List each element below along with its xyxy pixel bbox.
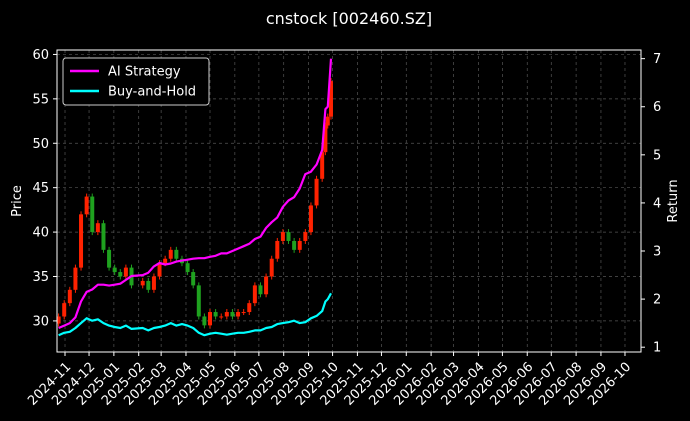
candle-body	[323, 125, 328, 153]
candle-body	[84, 196, 89, 215]
candle-body	[236, 312, 241, 317]
candle-body	[62, 303, 67, 317]
right-tick-label: 1	[653, 341, 661, 356]
legend-box	[62, 57, 210, 106]
candle-body	[264, 276, 269, 295]
plot-frame	[56, 49, 642, 353]
line-layer	[58, 58, 333, 337]
candle-body	[112, 267, 117, 273]
right-y-axis: 1 2 3 4 5 6 7	[641, 52, 661, 356]
candle-body	[101, 223, 106, 250]
candle-body	[202, 316, 207, 326]
candle-body	[224, 312, 229, 317]
candle-body	[185, 263, 190, 273]
left-tick-label: 30	[32, 314, 49, 329]
candle-body	[95, 223, 100, 233]
candle-layer	[56, 78, 333, 329]
candle-body	[56, 316, 61, 324]
candle-body	[269, 258, 274, 277]
candle-body	[325, 116, 330, 126]
candle-body	[73, 267, 78, 290]
candle-body	[79, 214, 84, 268]
candle-body	[303, 232, 308, 241]
candle-body	[123, 267, 128, 277]
left-tick-label: 35	[32, 270, 49, 285]
left-tick-label: 40	[32, 226, 49, 241]
candle-body	[241, 312, 246, 314]
right-tick-label: 7	[653, 52, 661, 67]
candle-body	[151, 276, 156, 290]
left-tick-label: 60	[32, 48, 49, 63]
right-tick-label: 2	[653, 293, 661, 308]
right-tick-label: 3	[653, 245, 661, 260]
right-axis-label: Return	[666, 179, 681, 222]
candle-body	[247, 303, 252, 313]
candle-body	[297, 240, 302, 250]
right-tick-label: 4	[653, 196, 661, 211]
candle-body	[292, 240, 297, 250]
right-tick-label: 6	[653, 100, 661, 115]
candle-body	[191, 272, 196, 286]
candle-body	[146, 280, 151, 290]
candle-body	[67, 289, 72, 304]
buy-and-hold-line	[58, 292, 332, 337]
left-tick-label: 55	[32, 92, 49, 107]
candle-body	[208, 312, 213, 326]
candle-body	[308, 205, 313, 233]
ai-strategy-line	[58, 58, 333, 330]
candle-body	[275, 240, 280, 259]
left-axis-label: Price	[10, 185, 25, 217]
legend: AI Strategy Buy-and-Hold	[62, 57, 210, 106]
right-tick-label: 5	[653, 148, 661, 163]
candle-body	[163, 258, 168, 264]
candle-body	[168, 249, 173, 259]
candle-body	[118, 272, 123, 277]
candle-body	[196, 285, 201, 317]
candle-body	[286, 232, 291, 241]
left-tick-label: 45	[32, 181, 49, 196]
candle-body	[258, 285, 263, 295]
candle-body	[280, 232, 285, 241]
candle-body	[230, 312, 235, 317]
candle-body	[213, 312, 218, 317]
candle-body	[320, 152, 325, 179]
legend-label-ai-strategy: AI Strategy	[108, 65, 181, 80]
candle-body	[328, 81, 333, 117]
left-tick-label: 50	[32, 137, 49, 152]
candle-body	[107, 249, 112, 268]
legend-label-buy-and-hold: Buy-and-Hold	[108, 85, 196, 100]
chart-title: cnstock [002460.SZ]	[266, 9, 432, 28]
candle-body	[252, 285, 257, 304]
candle-body	[157, 263, 162, 277]
candle-body	[140, 280, 145, 286]
candle-body	[314, 178, 319, 206]
candle-body	[174, 249, 179, 259]
candle-body	[90, 196, 95, 233]
candle-body	[219, 316, 224, 318]
left-y-axis: 30 35 40 45 50 55 60	[32, 48, 57, 329]
